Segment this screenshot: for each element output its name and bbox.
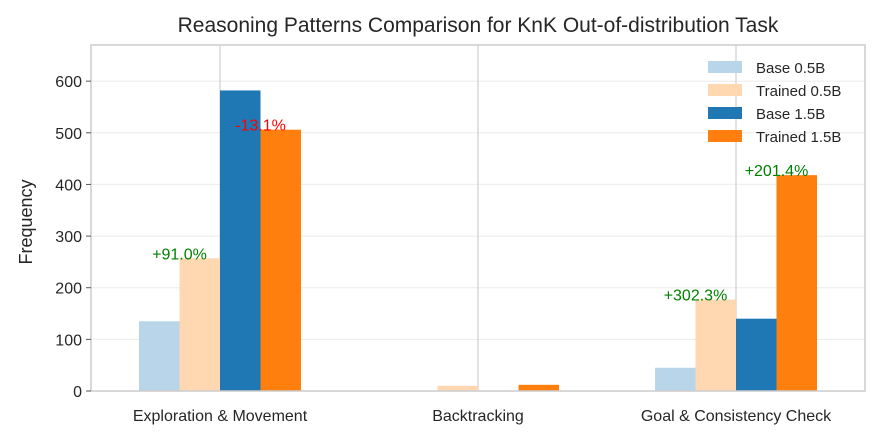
bar <box>220 90 261 392</box>
bar <box>518 384 559 391</box>
y-tick-label: 500 <box>55 126 82 143</box>
y-tick-label: 300 <box>55 229 82 246</box>
bar <box>655 367 696 391</box>
legend-swatch <box>708 107 742 119</box>
x-tick-label: Backtracking <box>432 408 524 425</box>
legend: Base 0.5B Trained 0.5B Base 1.5B Trained 1.… <box>708 60 841 146</box>
bar <box>139 321 180 391</box>
bar <box>179 258 220 391</box>
chart-title: Reasoning Patterns Comparison for KnK Ou… <box>178 14 779 37</box>
bar <box>437 385 478 391</box>
legend-label: Trained 0.5B <box>756 83 841 100</box>
x-tick-label: Goal & Consistency Check <box>641 408 832 425</box>
legend-label: Base 0.5B <box>756 60 825 77</box>
y-tick-label: 600 <box>55 74 82 91</box>
legend-swatch <box>708 61 742 73</box>
percent-change-annotation: +201.4% <box>745 163 809 180</box>
y-tick-label: 200 <box>55 281 82 298</box>
legend-label: Base 1.5B <box>756 106 825 123</box>
bar <box>260 129 301 391</box>
y-tick-label: 100 <box>55 332 82 349</box>
y-tick-label: 400 <box>55 177 82 194</box>
legend-swatch <box>708 130 742 142</box>
percent-change-annotation: +302.3% <box>664 288 728 305</box>
y-tick-label: 0 <box>73 384 82 401</box>
percent-change-annotation: +91.0% <box>152 246 207 263</box>
legend-swatch <box>708 84 742 96</box>
bar <box>776 175 817 391</box>
bar <box>736 318 777 391</box>
legend-label: Trained 1.5B <box>756 129 841 146</box>
x-tick-label: Exploration & Movement <box>133 408 308 425</box>
bar <box>695 299 736 391</box>
plot-frame <box>90 44 866 392</box>
percent-change-annotation: -13.1% <box>235 118 286 135</box>
y-axis-label: Frequency <box>16 179 36 264</box>
